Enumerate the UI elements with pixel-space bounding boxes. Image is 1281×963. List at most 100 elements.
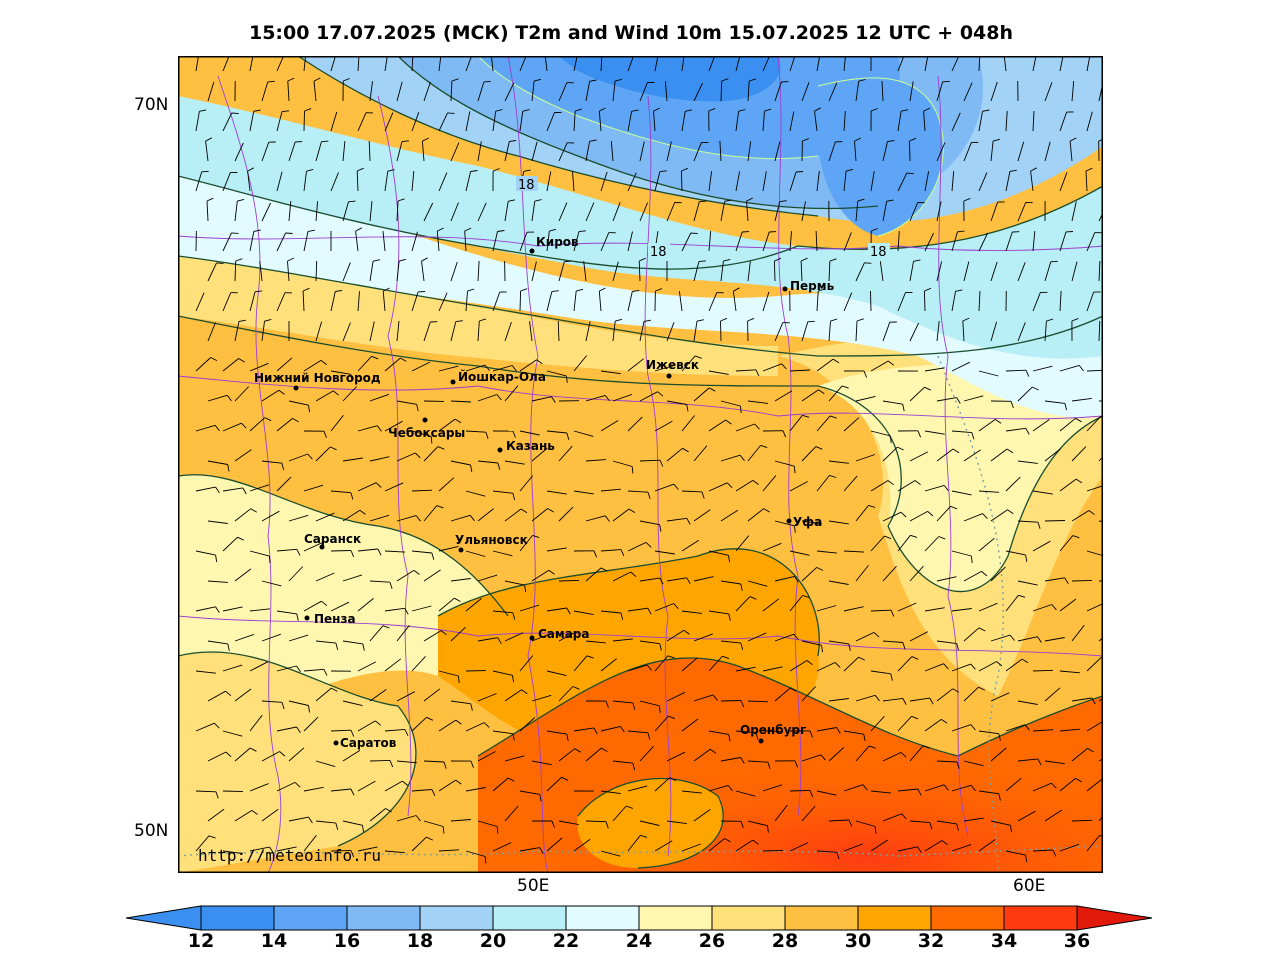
- wind-barb: [897, 56, 905, 72]
- wind-barb: [1032, 231, 1036, 252]
- wind-barb-feather: [1037, 758, 1042, 766]
- wind-barb: [1005, 476, 1021, 492]
- wind-barb: [450, 819, 471, 822]
- wind-barb-feather: [1025, 855, 1028, 863]
- wind-barb: [1059, 728, 1080, 732]
- wind-barb: [357, 482, 377, 492]
- wind-barb: [762, 111, 765, 132]
- wind-barb: [936, 576, 957, 582]
- wind-barb: [600, 232, 610, 252]
- wind-barb-feather: [728, 613, 731, 621]
- wind-barb: [1005, 724, 1026, 732]
- wind-barb: [909, 511, 928, 522]
- wind-barb: [816, 662, 836, 672]
- wind-barb: [843, 110, 846, 132]
- wind-barb-feather: [923, 107, 931, 112]
- wind-barb: [465, 291, 468, 312]
- wind-barb-feather: [512, 430, 516, 438]
- wind-barb-feather: [440, 630, 447, 636]
- wind-barb-feather: [237, 536, 244, 541]
- wind-barb: [261, 751, 280, 762]
- wind-barb-feather: [253, 229, 261, 232]
- wind-barb: [627, 56, 634, 72]
- wind-barb-feather: [690, 232, 698, 235]
- wind-barb-feather: [752, 839, 759, 845]
- wind-barb-feather: [382, 625, 390, 629]
- wind-barb-feather: [296, 726, 301, 734]
- wind-barb: [195, 292, 205, 312]
- wind-barb: [222, 606, 243, 612]
- colorbar-segment-34: [1003, 905, 1078, 931]
- wind-barb-feather: [497, 230, 505, 232]
- wind-barb-feather: [800, 257, 808, 262]
- wind-barb: [205, 141, 209, 162]
- wind-barb: [249, 111, 255, 132]
- wind-barb: [276, 292, 286, 312]
- wind-barb-feather: [201, 170, 209, 173]
- wind-barb-feather: [215, 486, 220, 494]
- wind-barb: [1005, 658, 1023, 672]
- wind-barb-feather: [457, 675, 460, 683]
- wind-barb: [369, 689, 387, 702]
- wind-barb-feather: [1025, 428, 1030, 435]
- wind-barb: [1044, 809, 1063, 822]
- wind-barb: [747, 700, 769, 703]
- wind-barb: [774, 633, 794, 642]
- wind-barb-feather: [950, 505, 958, 510]
- wind-barb: [681, 539, 700, 552]
- wind-barb-feather: [929, 822, 933, 830]
- wind-barb: [411, 112, 420, 132]
- wind-barb: [762, 784, 783, 792]
- wind-barb: [315, 201, 319, 222]
- wind-barb: [247, 171, 251, 192]
- colorbar-label-12: 12: [187, 930, 215, 952]
- wind-barb: [1086, 835, 1100, 852]
- wind-barb: [249, 484, 270, 492]
- wind-barb: [774, 81, 782, 102]
- wind-barb: [423, 688, 441, 702]
- wind-barb: [978, 111, 983, 132]
- wind-barb-feather: [508, 199, 516, 202]
- wind-barb: [504, 805, 519, 822]
- city-dot-yoshkar-ola: [450, 379, 456, 385]
- wind-barb: [357, 661, 377, 672]
- wind-barb: [828, 819, 850, 822]
- wind-barb: [882, 400, 903, 405]
- wind-barb: [384, 550, 406, 553]
- wind-barb-feather: [231, 112, 239, 115]
- wind-barb: [963, 817, 984, 822]
- wind-barb-feather: [956, 761, 960, 769]
- wind-barb: [708, 550, 729, 556]
- wind-barb-feather: [387, 169, 395, 172]
- wind-barb: [789, 789, 811, 792]
- wind-barb-feather: [551, 396, 556, 403]
- wind-barb-feather: [455, 719, 462, 725]
- wind-barb: [276, 232, 287, 252]
- wind-barb-feather: [978, 627, 986, 632]
- wind-barb: [222, 112, 233, 132]
- wind-barb: [1032, 669, 1054, 672]
- wind-barb-feather: [431, 552, 435, 560]
- wind-barb: [531, 201, 536, 222]
- wind-barb: [396, 815, 417, 822]
- wind-barb: [438, 719, 457, 732]
- wind-barb: [897, 292, 906, 312]
- colorbar-label-14: 14: [260, 930, 288, 952]
- wind-barb: [585, 81, 591, 102]
- wind-barb: [357, 720, 376, 732]
- wind-barb: [879, 261, 884, 282]
- wind-barb: [234, 449, 252, 462]
- wind-barb: [249, 783, 269, 792]
- colorbar-segment-16: [346, 905, 421, 931]
- wind-barb: [963, 571, 982, 582]
- wind-barb: [1017, 202, 1027, 222]
- wind-barb: [801, 805, 816, 822]
- wind-barb: [843, 606, 864, 612]
- wind-barb: [735, 535, 750, 552]
- wind-barb-feather: [226, 395, 232, 402]
- wind-barb-feather: [320, 360, 327, 365]
- wind-barb-feather: [497, 637, 502, 644]
- wind-barb: [774, 201, 781, 222]
- wind-barb: [654, 550, 675, 555]
- wind-barb: [951, 608, 972, 612]
